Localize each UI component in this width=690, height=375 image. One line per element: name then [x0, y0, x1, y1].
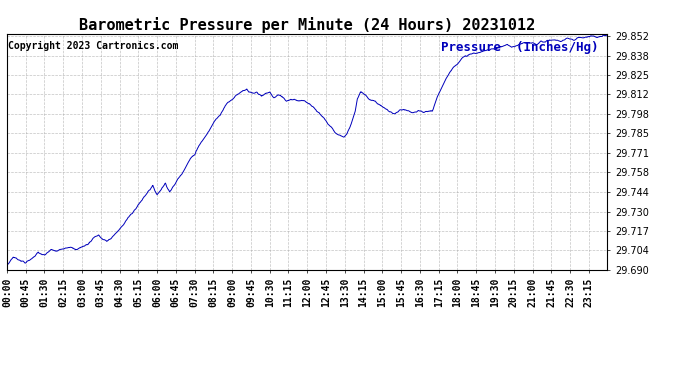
Title: Barometric Pressure per Minute (24 Hours) 20231012: Barometric Pressure per Minute (24 Hours…	[79, 16, 535, 33]
Text: Copyright 2023 Cartronics.com: Copyright 2023 Cartronics.com	[8, 41, 179, 51]
Text: Pressure  (Inches/Hg): Pressure (Inches/Hg)	[441, 41, 598, 54]
